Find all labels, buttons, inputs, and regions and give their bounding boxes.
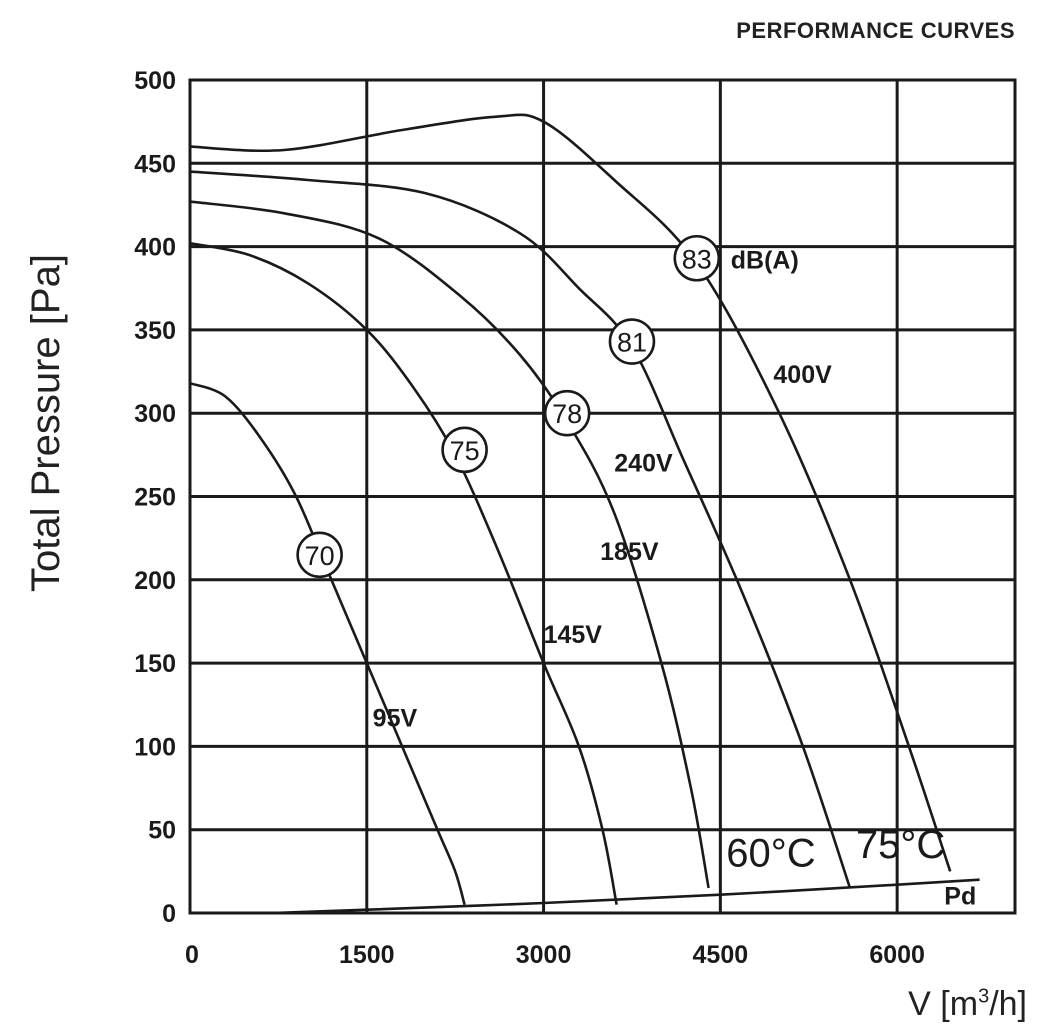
- noise-marker-circle: [543, 389, 591, 437]
- annotations: 60°C 75°C: [726, 823, 945, 875]
- series-label-145v: 145V: [544, 621, 603, 649]
- series-labels: 95V 145V 185V 240V 400V Pd: [373, 361, 977, 910]
- y-axis-label: Total Pressure [Pa]: [24, 254, 68, 592]
- temperature-annotation: 75°C: [856, 823, 945, 867]
- x-tick-label: 1500: [339, 941, 395, 969]
- y-tick-label: 350: [134, 317, 176, 345]
- noise-marker-circle: [608, 318, 656, 365]
- series-lines: [189, 113, 980, 915]
- y-tick-label: 450: [134, 150, 176, 178]
- series-line-pd: [272, 878, 980, 915]
- y-tick-label: 300: [134, 400, 176, 428]
- noise-marker-circle: [296, 531, 343, 579]
- x-tick-label: 6000: [869, 941, 925, 969]
- y-tick-label: 250: [134, 484, 176, 512]
- series-line-400v: [189, 113, 952, 872]
- x-tick-label: 4500: [693, 941, 749, 969]
- x-axis-label-tail: /h]: [989, 985, 1027, 1023]
- plot-frame: [188, 78, 1017, 915]
- y-tick-label: 150: [134, 650, 176, 678]
- noise-marker-circle: [441, 426, 488, 474]
- series-label-pd: Pd: [944, 883, 976, 911]
- y-tick-label: 50: [148, 817, 176, 845]
- x-tick-label: 0: [185, 941, 199, 969]
- noise-marker-value: 70: [305, 541, 335, 571]
- noise-markers: 70 75 78 81 83 dB(A): [296, 234, 799, 579]
- x-axis-label-base: V [m: [908, 985, 979, 1023]
- temperature-annotation: 60°C: [726, 831, 815, 875]
- series-line-145v: [189, 242, 618, 905]
- grid: [188, 78, 1017, 915]
- series-label-185v: 185V: [600, 538, 659, 566]
- noise-marker-value: 78: [552, 399, 582, 429]
- y-tick-label: 0: [162, 900, 176, 928]
- noise-marker-circle: [673, 234, 721, 282]
- noise-marker-value: 81: [617, 328, 647, 358]
- series-label-95v: 95V: [373, 704, 418, 732]
- y-tick-label: 500: [134, 67, 176, 95]
- y-tick-label: 200: [134, 567, 176, 595]
- series-line-95v: [189, 381, 466, 906]
- noise-marker-value: 75: [450, 436, 480, 466]
- chart-title: PERFORMANCE CURVES: [736, 18, 1015, 43]
- series-label-400v: 400V: [773, 361, 832, 389]
- noise-marker-value: 83: [682, 244, 712, 274]
- series-line-240v: [189, 170, 852, 889]
- axes: 0 50 100 150 200 250 300 350 400 450 500 0 1500 3000 4…: [134, 67, 925, 969]
- x-axis-label: V [m3/h]: [908, 985, 1027, 1024]
- noise-unit-label: dB(A): [731, 246, 799, 274]
- x-axis-label-sup: 3: [978, 985, 990, 1008]
- y-tick-label: 400: [134, 234, 176, 262]
- x-tick-label: 3000: [516, 941, 572, 969]
- y-tick-label: 100: [134, 733, 176, 761]
- series-label-240v: 240V: [614, 450, 673, 478]
